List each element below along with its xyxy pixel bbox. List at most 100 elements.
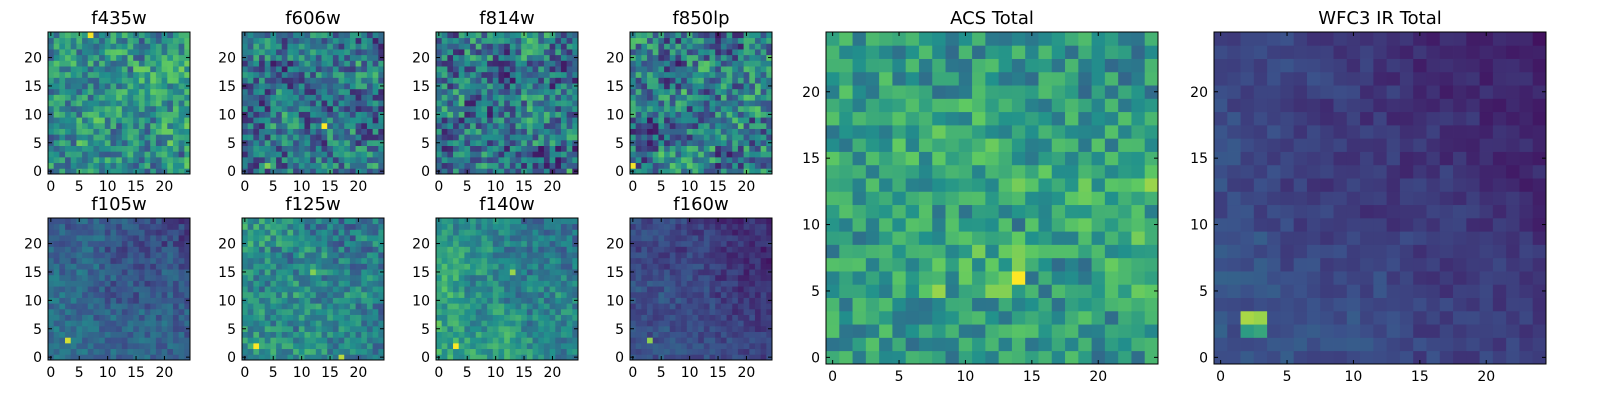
heatmap-cell	[669, 49, 676, 56]
heatmap-cell	[641, 60, 648, 67]
heatmap-cell	[521, 100, 528, 107]
heatmap-cell	[703, 303, 710, 310]
heatmap-cell	[53, 314, 60, 321]
heatmap-cell	[760, 286, 767, 293]
heatmap-cell	[82, 117, 89, 124]
heatmap-cell	[464, 342, 471, 350]
heatmap-cell	[652, 134, 659, 141]
heatmap-cell	[720, 145, 727, 152]
heatmap-cell	[361, 100, 368, 107]
heatmap-cell	[549, 308, 556, 315]
heatmap-cell	[641, 274, 648, 281]
heatmap-cell	[441, 297, 448, 304]
heatmap-cell	[630, 88, 637, 95]
heatmap-cell	[481, 325, 488, 332]
heatmap-cell	[99, 229, 106, 236]
heatmap-cell	[247, 168, 254, 175]
heatmap-cell	[498, 303, 505, 310]
heatmap-cell	[315, 139, 322, 146]
heatmap-cell	[253, 269, 260, 276]
heatmap-cell	[378, 291, 385, 298]
y-tick-label: 15	[606, 79, 624, 95]
heatmap-cell	[441, 37, 448, 44]
heatmap-cell	[498, 111, 505, 118]
heatmap-cell	[242, 286, 249, 293]
heatmap-cell	[543, 308, 550, 315]
heatmap-cell	[441, 168, 448, 175]
heatmap-cell	[709, 280, 716, 287]
heatmap-cell	[698, 60, 705, 67]
heatmap-cell	[121, 314, 128, 321]
heatmap-cell	[178, 139, 185, 146]
heatmap-cell	[87, 246, 94, 253]
heatmap-cell	[681, 314, 688, 321]
heatmap-cell	[366, 274, 374, 281]
heatmap-cell	[447, 223, 454, 230]
heatmap-cell	[464, 128, 471, 135]
heatmap-cell	[732, 151, 739, 158]
heatmap-cell	[692, 100, 699, 107]
heatmap-cell	[59, 122, 66, 129]
heatmap-cell	[675, 117, 682, 124]
heatmap-cell	[447, 269, 454, 276]
heatmap-cell	[70, 151, 77, 158]
heatmap-cell	[566, 66, 573, 73]
heatmap-cell	[121, 49, 128, 56]
heatmap-cell	[155, 325, 162, 332]
heatmap-cell	[167, 291, 174, 298]
heatmap-cell	[669, 105, 676, 112]
heatmap-cell	[635, 100, 642, 107]
heatmap-cell	[138, 291, 145, 298]
heatmap-cell	[470, 257, 477, 264]
heatmap-cell	[635, 269, 642, 276]
heatmap-cell	[492, 49, 499, 56]
heatmap-cell	[681, 117, 688, 124]
heatmap-cell	[287, 83, 294, 90]
heatmap-cell	[93, 100, 100, 107]
heatmap-cell	[167, 122, 174, 129]
heatmap-cell	[327, 235, 334, 242]
heatmap-cell	[715, 43, 722, 50]
heatmap-cell	[743, 303, 750, 310]
heatmap-cell	[87, 156, 94, 164]
heatmap-cell	[737, 43, 744, 50]
heatmap-cell	[155, 71, 162, 78]
heatmap-cell	[259, 274, 266, 281]
heatmap-cell	[737, 337, 744, 344]
heatmap-cell	[150, 354, 157, 361]
heatmap-cell	[470, 100, 477, 107]
heatmap-cell	[259, 348, 266, 355]
heatmap-cell	[664, 308, 671, 315]
heatmap-cell	[247, 303, 254, 310]
heatmap-cell	[138, 218, 145, 225]
heatmap-cell	[167, 100, 174, 107]
heatmap-cell	[475, 252, 482, 259]
heatmap-cell	[378, 145, 385, 152]
heatmap-cell	[59, 314, 66, 321]
heatmap-cell	[470, 291, 477, 298]
heatmap-cell	[566, 60, 573, 67]
heatmap-cell	[743, 325, 750, 332]
heatmap-cell	[310, 223, 317, 230]
heatmap-cell	[555, 274, 562, 281]
heatmap-cell	[87, 337, 94, 344]
heatmap-cell	[475, 348, 482, 355]
heatmap-cell	[703, 60, 710, 67]
heatmap-cell	[475, 269, 482, 276]
heatmap-cell	[492, 66, 499, 73]
heatmap-cell	[754, 32, 762, 39]
heatmap-cell	[298, 280, 305, 287]
heatmap-cell	[253, 348, 260, 355]
heatmap-cell	[138, 229, 145, 236]
heatmap-cell	[116, 218, 123, 225]
heatmap-cell	[715, 286, 722, 293]
heatmap-cell	[48, 49, 55, 56]
heatmap-cell	[270, 308, 277, 315]
heatmap-cell	[133, 54, 140, 61]
heatmap-cell	[178, 94, 185, 101]
heatmap-cell	[293, 60, 300, 67]
heatmap-cell	[116, 342, 123, 350]
heatmap-cell	[641, 320, 648, 327]
heatmap-cell	[681, 83, 688, 90]
heatmap-cell	[276, 280, 283, 287]
